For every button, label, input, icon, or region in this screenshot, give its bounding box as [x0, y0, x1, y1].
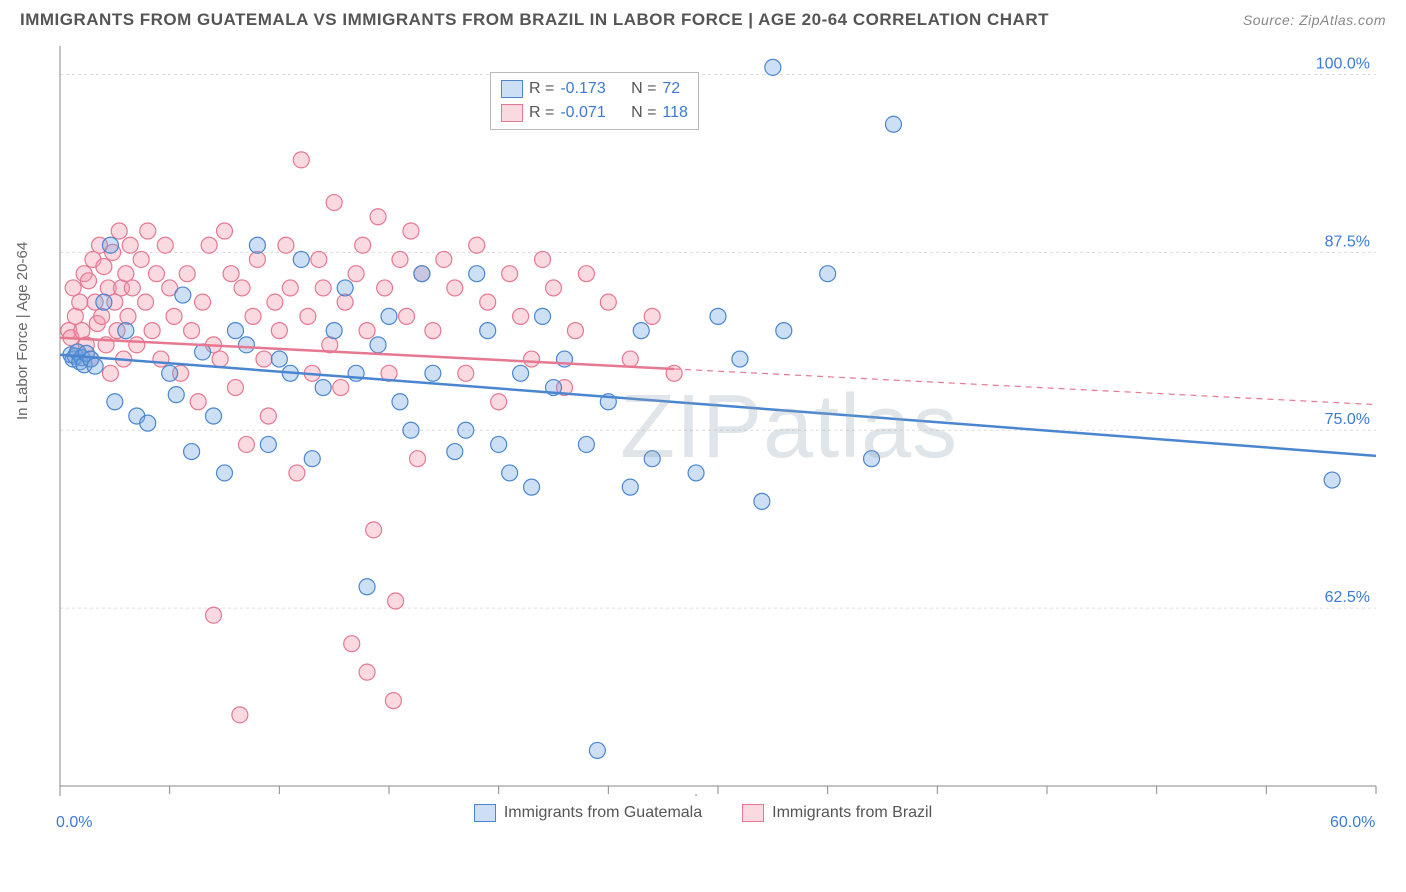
- x-axis-min-label: 0.0%: [56, 814, 92, 832]
- bottom-legend-guatemala: Immigrants from Guatemala: [474, 804, 702, 822]
- correlation-legend: R = -0.173 N = 72R = -0.071 N = 118: [490, 72, 699, 130]
- y-axis-label: In Labor Force | Age 20-64: [14, 242, 31, 420]
- source-label: Source: ZipAtlas.com: [1243, 12, 1386, 28]
- x-axis-max-label: 60.0%: [1330, 814, 1375, 832]
- bottom-swatch-brazil: [742, 804, 764, 822]
- svg-text:100.0%: 100.0%: [1316, 55, 1370, 72]
- bottom-legend-brazil: Immigrants from Brazil: [742, 804, 932, 822]
- bottom-label-brazil: Immigrants from Brazil: [772, 804, 932, 822]
- legend-swatch-guatemala: [501, 80, 523, 98]
- legend-row-brazil: R = -0.071 N = 118: [501, 101, 688, 125]
- bottom-swatch-guatemala: [474, 804, 496, 822]
- svg-text:62.5%: 62.5%: [1325, 589, 1370, 606]
- chart-title: IMMIGRANTS FROM GUATEMALA VS IMMIGRANTS …: [20, 10, 1049, 30]
- series-legend: Immigrants from Guatemala Immigrants from…: [0, 804, 1406, 822]
- legend-row-guatemala: R = -0.173 N = 72: [501, 77, 688, 101]
- svg-text:87.5%: 87.5%: [1325, 233, 1370, 250]
- chart-area: 62.5%75.0%87.5%100.0% ZIPatlas R = -0.17…: [50, 36, 1386, 796]
- bottom-label-guatemala: Immigrants from Guatemala: [504, 804, 702, 822]
- svg-text:75.0%: 75.0%: [1325, 411, 1370, 428]
- legend-swatch-brazil: [501, 104, 523, 122]
- scatter-chart: 62.5% 75.0% 87.5% 100.0%: [50, 36, 1386, 796]
